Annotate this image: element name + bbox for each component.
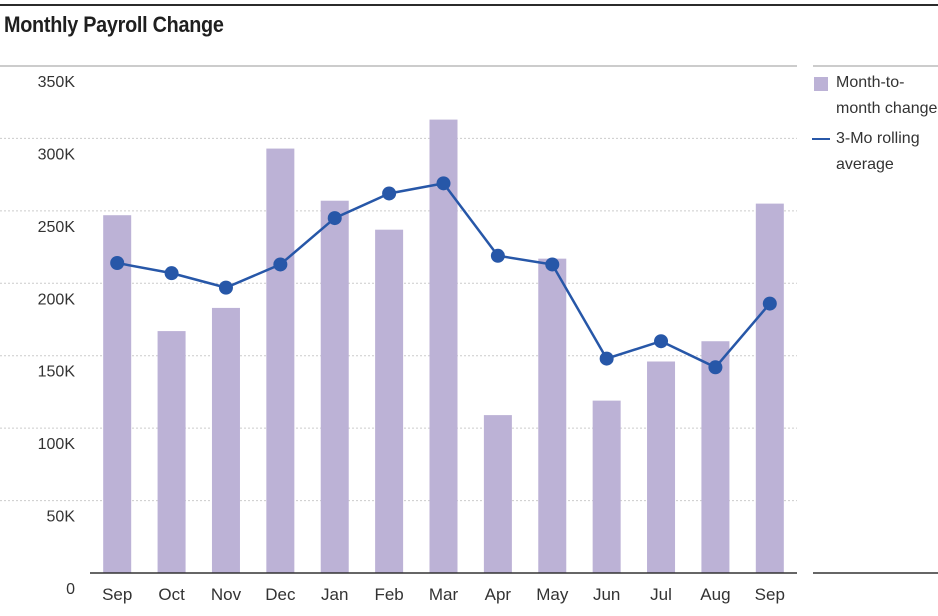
x-tick-label: Apr [485, 585, 512, 604]
y-tick-label: 250K [38, 219, 76, 236]
rolling-average-point [599, 351, 614, 366]
top-rule [0, 4, 938, 6]
rolling-average-point [436, 176, 451, 191]
legend-item-bar: Month-to-month change [812, 70, 938, 122]
legend-line-label: 3-Mo rolling average [836, 130, 920, 173]
rolling-average-point [327, 211, 342, 226]
bar-sep [103, 215, 132, 573]
bar-aug [701, 341, 730, 573]
x-tick-label: May [536, 585, 569, 604]
bar-jun [592, 400, 621, 573]
y-tick-label: 100K [38, 436, 76, 453]
x-tick-label: Oct [158, 585, 185, 604]
x-tick-label: Sep [102, 585, 132, 604]
y-tick-label: 50K [47, 509, 76, 526]
rolling-average-point [490, 248, 505, 263]
legend-line-swatch [812, 138, 830, 140]
bar-feb [375, 229, 404, 573]
x-tick-label: Aug [700, 585, 730, 604]
x-tick-label: Feb [374, 585, 403, 604]
x-tick-label: Dec [265, 585, 296, 604]
rolling-average-point [654, 334, 669, 349]
rolling-average-point [110, 256, 125, 271]
y-tick-label: 300K [38, 146, 76, 163]
rolling-average-point [708, 360, 723, 375]
rolling-average-point [382, 186, 397, 201]
y-tick-label: 200K [38, 291, 76, 308]
bar-oct [157, 331, 186, 573]
rolling-average-point [545, 257, 560, 272]
rolling-average-point [762, 296, 777, 311]
legend-bar-label: Month-to-month change [836, 74, 938, 117]
legend: Month-to-month change 3-Mo rolling avera… [812, 70, 938, 182]
bar-nov [211, 307, 240, 573]
bar-dec [266, 148, 295, 573]
bar-jul [647, 361, 676, 573]
x-tick-label: Sep [755, 585, 785, 604]
y-tick-label: 0 [66, 581, 75, 598]
bar-jan [320, 200, 349, 573]
legend-bar-swatch [814, 77, 828, 91]
x-tick-label: Jul [650, 585, 672, 604]
y-tick-label: 150K [38, 364, 76, 381]
x-tick-label: Jan [321, 585, 348, 604]
x-tick-label: Nov [211, 585, 242, 604]
legend-item-line: 3-Mo rolling average [812, 126, 938, 178]
bar-may [538, 258, 567, 573]
x-tick-label: Mar [429, 585, 459, 604]
bar-sep [755, 203, 784, 573]
bar-apr [483, 415, 512, 573]
chart-title: Monthly Payroll Change [4, 12, 224, 37]
x-tick-label: Jun [593, 585, 620, 604]
rolling-average-point [273, 257, 288, 272]
rolling-average-point [164, 266, 179, 281]
rolling-average-point [218, 280, 233, 295]
y-tick-label: 350K [38, 74, 76, 91]
